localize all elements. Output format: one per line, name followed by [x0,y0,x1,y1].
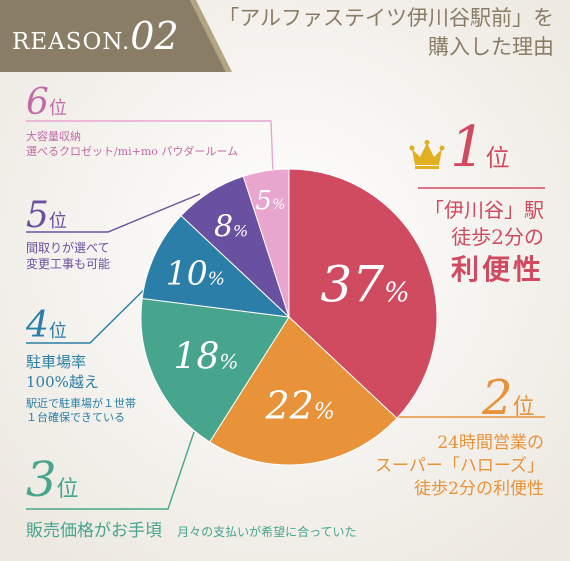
rank2-line2: スーパー「ハローズ」 [375,455,544,476]
rank4-description: 駐車場率 100%越え 駅近で駐車場が１世帯 １台確保できている [26,352,136,426]
rank6-line2: 選べるクロゼット/mi+mo パウダールーム [26,144,239,158]
rank3-description: 販売価格がお手頃 月々の支払いが希望に合っていた [26,516,357,541]
rank5-heading: 5位 [26,195,67,236]
rank1-number: 1 [450,115,486,180]
rank3-suffix: 位 [56,477,79,502]
crown-icon [409,140,445,169]
rank5-line1: 間取りが選べて [26,241,110,255]
pie-slice-rank6 [242,168,290,318]
rank6-suffix: 位 [48,98,67,119]
rank1-line1: 「伊川谷」駅 [424,198,544,222]
rank1-heading: 1位 [450,115,510,180]
page-title-line1: 「アルファステイツ伊川谷駅前」を [218,6,554,30]
pie-label-rank1: 37% [320,256,409,314]
rank4-line1: 駐車場率 [26,353,87,371]
rank1-description: 「伊川谷」駅 徒歩2分の 利便性 [424,197,544,289]
pie-slice-rank1 [288,168,438,420]
rank6-number: 6 [26,82,49,123]
reason-badge: REASON.02 [12,14,179,58]
rank6-heading: 6位 [26,82,67,123]
rank4-sub1: 駅近で駐車場が１世帯 [26,396,136,410]
rank2-line3: 徒歩2分の利便性 [414,478,544,499]
rank4-line2: 100%越え [26,373,99,392]
rank3-number: 3 [26,452,57,508]
pie-label-rank3: 18% [174,337,239,378]
pie-label-rank2: 22% [264,383,334,427]
rank2-suffix: 位 [512,395,535,420]
rank4-heading: 4位 [26,305,67,346]
rank2-number: 2 [482,370,513,426]
header-band [0,0,226,72]
rank5-description: 間取りが選べて 変更工事も可能 [26,240,110,272]
rank2-heading: 2位 [482,370,535,426]
leader-line-rank4 [26,269,165,344]
leader-line-rank6 [26,120,274,175]
rank4-number: 4 [26,305,49,346]
leader-line-rank5 [26,193,201,233]
reason-badge-prefix: REASON. [12,29,131,55]
rank3-sub: 月々の支払いが希望に合っていた [177,525,357,539]
rank2-line1: 24時間営業の [437,433,544,453]
rank1-suffix: 位 [485,144,510,172]
pie-slice-rank2 [209,316,398,466]
rank3-main: 販売価格がお手頃 [26,521,162,541]
rank5-number: 5 [26,195,49,236]
pie-label-rank4: 10% [166,253,225,292]
rank6-line1: 大容量収納 [26,130,81,143]
page-title: 「アルファステイツ伊川谷駅前」を 購入した理由 [218,4,554,63]
pie-label-rank6: 5% [256,186,286,216]
rank5-suffix: 位 [48,211,67,232]
rank1-line2: 徒歩2分の [451,225,544,249]
leader-line-rank3 [26,431,195,510]
rank4-suffix: 位 [48,321,67,342]
rank2-description: 24時間営業の スーパー「ハローズ」 徒歩2分の利便性 [375,432,544,501]
pie-slice-rank3 [140,297,290,443]
page-title-line2: 購入した理由 [428,35,554,60]
rank4-sub2: １台確保できている [26,411,125,425]
reason-badge-number: 02 [130,14,179,58]
pie-label-rank5: 8% [214,209,248,244]
rank6-description: 大容量収納 選べるクロゼット/mi+mo パウダールーム [26,130,238,160]
pie-slice-rank4 [141,214,291,318]
header-band-edge [190,0,232,72]
rank5-line2: 変更工事も可能 [26,257,111,272]
rank1-line3: 利便性 [450,253,544,286]
rank3-heading: 3位 [26,452,79,508]
